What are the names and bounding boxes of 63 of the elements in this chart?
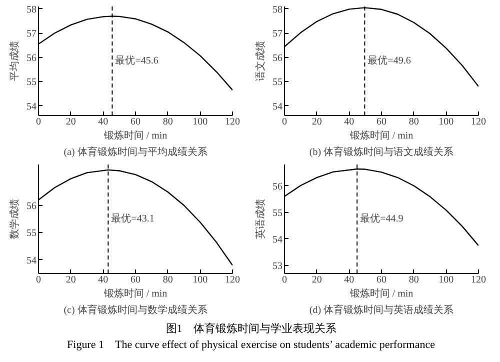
x-tick-label: 20: [66, 274, 76, 286]
text: (a) 体育锻炼时间与平均成绩关系: [64, 146, 208, 158]
x-tick-label: 20: [66, 116, 76, 128]
x-tick-label: 100: [192, 116, 208, 128]
y-tick-label: 53: [272, 261, 282, 272]
y-tick-label: 56: [272, 181, 282, 192]
x-tick-label: 60: [376, 274, 386, 286]
y-tick-label: 55: [272, 77, 282, 88]
ref-line-label: 最优=45.6: [115, 56, 158, 66]
text: (b) 体育锻炼时间与语文成绩关系: [309, 146, 454, 158]
x-tick-label: 80: [408, 274, 419, 286]
x-tick-label: 0: [36, 274, 41, 286]
x-tick-label: 80: [162, 274, 173, 286]
x-tick-label: 80: [408, 116, 419, 128]
y-tick-label: 56: [26, 52, 36, 64]
y-tick-label: 54: [26, 101, 36, 112]
x-tick-label: 60: [376, 116, 386, 128]
x-tick-label: 40: [344, 274, 354, 286]
y-tick-label: 54: [272, 101, 282, 112]
x-tick-label: 40: [98, 274, 108, 286]
x-tick-label: 120: [225, 274, 240, 286]
ref-line-label: 最优=44.9: [360, 214, 404, 224]
x-tick-label: 40: [344, 116, 354, 128]
x-tick-label: 100: [438, 116, 454, 128]
y-axis-title: 英语成绩: [254, 199, 266, 239]
y-tick-label: 54: [272, 234, 282, 246]
x-tick-label: 40: [98, 116, 108, 128]
x-axis-title: 锻炼时间 / min: [102, 130, 168, 142]
x-tick-label: 100: [438, 274, 454, 286]
x-tick-label: 60: [130, 274, 140, 286]
y-tick-label: 57: [26, 28, 36, 40]
text: (d) 体育锻炼时间与英语成绩关系: [309, 304, 454, 316]
x-tick-label: 120: [471, 116, 486, 128]
y-axis-title: 平均成绩: [8, 41, 20, 81]
ref-line-label: 最优=43.1: [111, 214, 154, 224]
x-tick-label: 0: [282, 116, 287, 128]
caption: 图1 体育锻炼时间与学业表现关系: [164, 322, 338, 337]
caption: Figure 1 The curve effect of physical exercise on students’ academic performance: [67, 338, 435, 353]
y-tick-label: 57: [272, 28, 282, 40]
x-axis-title: 锻炼时间 / min: [348, 130, 414, 142]
x-tick-label: 120: [225, 116, 240, 128]
y-tick-label: 55: [272, 208, 282, 219]
x-axis-title: 锻炼时间 / min: [348, 288, 414, 300]
x-tick-label: 120: [471, 274, 486, 286]
y-axis-title: 语文成绩: [254, 41, 266, 81]
y-tick-label: 55: [26, 77, 36, 88]
x-tick-label: 20: [312, 274, 322, 286]
x-tick-label: 0: [36, 116, 41, 128]
ref-line-label: 最优=49.6: [368, 56, 411, 66]
text: (c) 体育锻炼时间与数学成绩关系: [64, 304, 208, 316]
x-axis-title: 锻炼时间 / min: [102, 288, 168, 300]
y-tick-label: 55: [26, 228, 36, 240]
x-tick-label: 100: [192, 274, 208, 286]
x-tick-label: 60: [130, 116, 140, 128]
x-tick-label: 0: [282, 274, 287, 286]
y-tick-label: 58: [26, 4, 36, 16]
y-tick-label: 56: [272, 52, 282, 64]
y-tick-label: 54: [26, 255, 36, 266]
y-axis-title: 数学成绩: [8, 199, 20, 239]
x-tick-label: 20: [312, 116, 322, 128]
y-tick-label: 58: [272, 4, 282, 16]
y-tick-label: 56: [26, 200, 36, 212]
x-tick-label: 80: [162, 116, 173, 128]
